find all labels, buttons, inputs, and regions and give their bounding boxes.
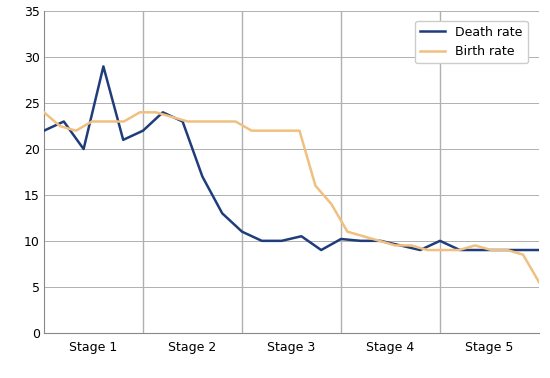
Legend: Death rate, Birth rate: Death rate, Birth rate <box>415 21 528 63</box>
